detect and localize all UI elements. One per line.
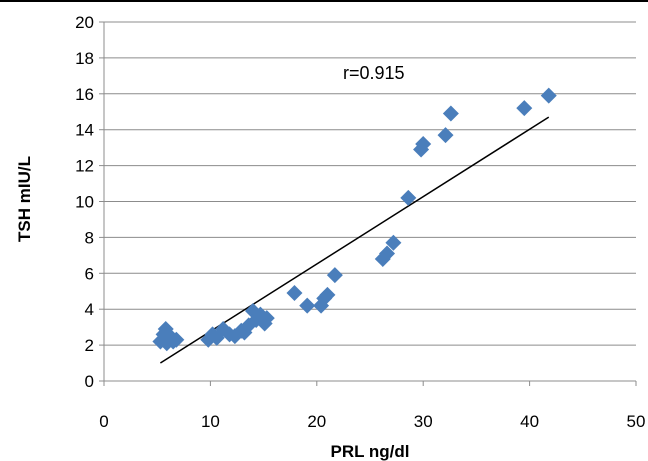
data-point-34 xyxy=(442,105,459,122)
gridlines xyxy=(104,21,636,346)
data-point-33 xyxy=(437,127,454,144)
x-tick-label-2: 20 xyxy=(307,412,326,431)
y-tick-label-7: 14 xyxy=(75,121,94,140)
x-tick-label-0: 0 xyxy=(99,412,108,431)
x-tick-label-4: 40 xyxy=(520,412,539,431)
data-point-30 xyxy=(400,189,417,206)
data-point-29 xyxy=(385,234,402,251)
y-tick-label-9: 18 xyxy=(75,49,94,68)
data-point-35 xyxy=(516,100,533,117)
y-tick-label-6: 12 xyxy=(75,157,94,176)
trendline xyxy=(159,116,550,364)
data-point-15 xyxy=(240,317,257,334)
axes xyxy=(99,21,637,386)
y-tick-label-1: 2 xyxy=(85,336,94,355)
x-axis-title: PRL ng/dl xyxy=(330,442,409,461)
data-points xyxy=(152,87,557,352)
y-tick-label-5: 10 xyxy=(75,193,94,212)
y-tick-label-8: 16 xyxy=(75,85,94,104)
y-tick-label-10: 20 xyxy=(75,13,94,32)
data-point-28 xyxy=(379,245,396,262)
x-tick-label-3: 30 xyxy=(414,412,433,431)
data-point-6 xyxy=(168,331,185,348)
data-point-21 xyxy=(286,285,303,302)
data-point-25 xyxy=(319,286,336,303)
x-tick-labels: 0 10 20 30 40 50 xyxy=(99,412,645,431)
x-tick-label-5: 50 xyxy=(627,412,646,431)
data-point-32 xyxy=(415,136,432,153)
correlation-annotation: r=0.915 xyxy=(343,63,405,83)
data-point-20 xyxy=(258,310,275,327)
data-point-36 xyxy=(540,87,557,104)
data-point-22 xyxy=(299,297,316,314)
data-point-26 xyxy=(326,267,343,284)
y-tick-label-4: 8 xyxy=(85,228,94,247)
y-tick-labels: 0 2 4 6 8 10 12 14 16 18 20 xyxy=(75,13,94,391)
y-axis-title: TSH mIU/L xyxy=(15,156,34,242)
y-tick-label-0: 0 xyxy=(85,372,94,391)
y-tick-label-3: 6 xyxy=(85,264,94,283)
y-tick-label-2: 4 xyxy=(85,300,94,319)
x-tick-label-1: 10 xyxy=(201,412,220,431)
